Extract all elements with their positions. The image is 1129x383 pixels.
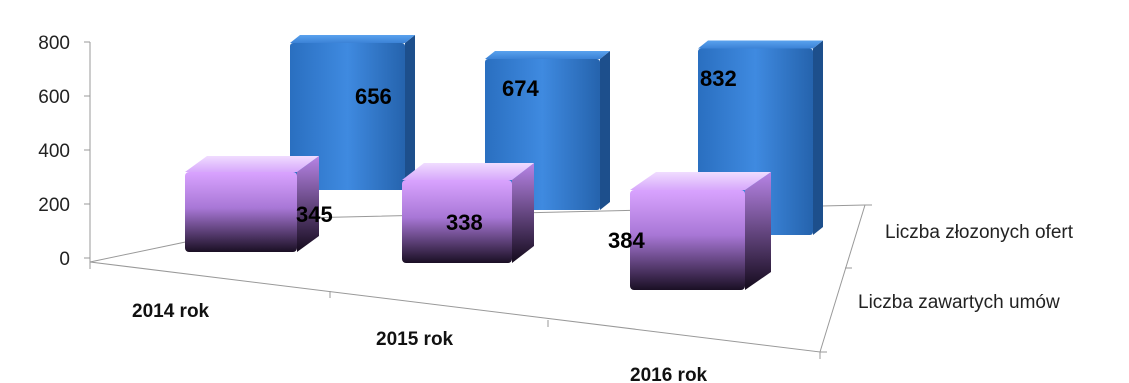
- bars: [185, 34, 823, 290]
- y-tick-label: 200: [38, 195, 70, 216]
- data-label-contracts-0: 345: [296, 202, 333, 227]
- labels: 656 674 832 345 338 384 2014 rok 2015 rok 2016 r…: [132, 66, 1074, 383]
- data-label-offers-0: 656: [355, 84, 392, 109]
- category-label-0: 2014 rok: [132, 301, 210, 322]
- category-label-2: 2016 rok: [630, 365, 708, 383]
- bar-liczba-złozonych-ofert-0: [290, 34, 415, 190]
- data-label-contracts-1: 338: [446, 210, 483, 235]
- data-label-offers-2: 832: [700, 66, 737, 91]
- y-tick-label: 800: [38, 33, 70, 54]
- y-tick-label: 400: [38, 141, 70, 162]
- y-tick-label: 0: [59, 249, 70, 270]
- y-tick-label: 600: [38, 87, 70, 108]
- data-label-offers-1: 674: [502, 76, 539, 101]
- series-label-0: Liczba złozonych ofert: [885, 222, 1074, 243]
- y-axis-ticks: 0 200 400 600 800: [38, 33, 90, 270]
- category-label-1: 2015 rok: [376, 329, 454, 350]
- data-label-contracts-2: 384: [608, 228, 645, 253]
- series-label-1: Liczba zawartych umów: [858, 292, 1060, 313]
- bar-liczba-zawartych-umów-0: [185, 156, 319, 252]
- bar-liczba-zawartych-umów-2: [630, 172, 771, 290]
- bar-liczba-zawartych-umów-1: [402, 163, 534, 263]
